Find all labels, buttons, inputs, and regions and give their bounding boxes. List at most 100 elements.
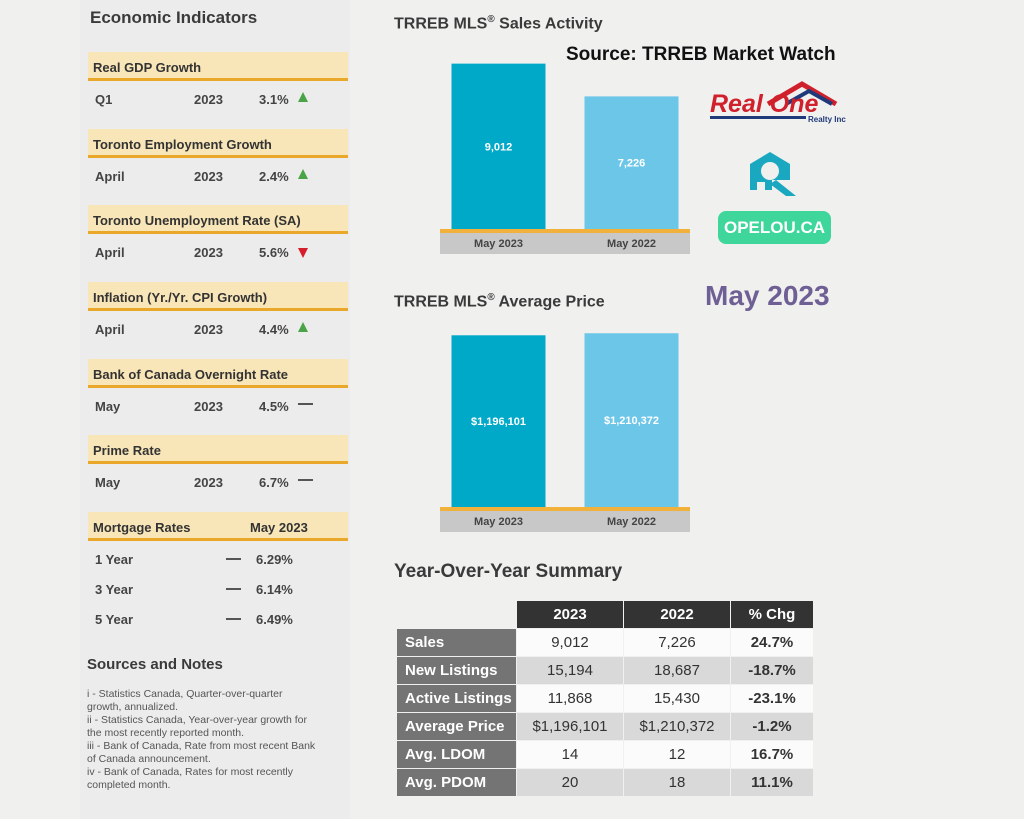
mortgage-row-1-year: 1 Year 6.29% [88, 546, 348, 572]
cell-chg: -1.2% [730, 712, 814, 741]
bar-may-2022 [584, 333, 679, 507]
realone-realty-logo: Real One Realty Inc [710, 81, 846, 124]
table-row: Average Price $1,196,101 $1,210,372 -1.2… [396, 712, 814, 741]
indicator-header-gdp: Real GDP Growth [88, 52, 348, 81]
indicator-header-prime-rate: Prime Rate [88, 435, 348, 464]
trend-down-icon [298, 246, 308, 261]
indicator-row-prime-rate: May 2023 6.7% [88, 469, 348, 495]
mortgage-rate: 6.14% [256, 582, 293, 597]
yoy-summary-title: Year-Over-Year Summary [394, 561, 623, 582]
month-label: May 2023 [705, 280, 830, 311]
logo-underline [710, 116, 806, 119]
table-header-row: 2023 2022 % Chg [397, 600, 814, 629]
cell-chg: 16.7% [730, 740, 814, 769]
indicator-header-overnight-rate: Bank of Canada Overnight Rate [88, 359, 348, 388]
trend-flat-icon [298, 469, 313, 484]
cell-2022: $1,210,372 [623, 712, 731, 741]
category-tick-label: May 2022 [607, 516, 656, 528]
q-logo-icon [750, 152, 796, 196]
indicator-value: 5.6% [259, 245, 289, 260]
indicator-year: 2023 [194, 169, 223, 184]
indicator-year: 2023 [194, 475, 223, 490]
source-text: Source: TRREB Market Watch [566, 44, 836, 65]
q-tail [770, 180, 796, 196]
sales-activity-chart: 9,012 May 2023 7,226 May 2022 [440, 63, 690, 254]
cell-2023: $1,196,101 [516, 712, 624, 741]
cell-2023: 11,868 [516, 684, 624, 713]
indicator-header-employment: Toronto Employment Growth [88, 129, 348, 158]
bar-may-2023 [451, 335, 546, 507]
cell-2023: 14 [516, 740, 624, 769]
opelou-badge: OPELOU.CA [718, 211, 831, 244]
row-label: Average Price [396, 712, 517, 741]
category-tick-label: May 2022 [607, 238, 656, 250]
cell-2022: 12 [623, 740, 731, 769]
table-row: Avg. PDOM 20 18 11.1% [396, 768, 814, 797]
bar-value-label: $1,196,101 [471, 416, 526, 428]
cell-chg: 24.7% [730, 628, 814, 657]
indicator-row-unemployment: April 2023 5.6% [88, 239, 348, 265]
mortgage-row-5-year: 5 Year 6.49% [88, 606, 348, 632]
cell-2022: 7,226 [623, 628, 731, 657]
window-icon [757, 182, 765, 190]
baseline [440, 507, 690, 511]
indicator-year: 2023 [194, 399, 223, 414]
bar-value-label: $1,210,372 [604, 415, 659, 427]
indicator-period: April [95, 169, 125, 184]
price-chart-title: TRREB MLS® Average Price [394, 292, 605, 311]
realone-logo-text: Real One [710, 90, 818, 118]
indicator-value: 6.7% [259, 475, 289, 490]
row-label: Avg. LDOM [396, 740, 517, 769]
trend-flat-icon [226, 558, 241, 560]
category-tick-label: May 2023 [474, 238, 523, 250]
cell-2023: 9,012 [516, 628, 624, 657]
cell-chg: 11.1% [730, 768, 814, 797]
indicator-period: April [95, 245, 125, 260]
trend-up-icon [298, 90, 308, 105]
trend-up-icon [298, 167, 308, 182]
trend-flat-icon [298, 393, 313, 408]
indicator-value: 3.1% [259, 92, 289, 107]
cell-chg: -18.7% [730, 656, 814, 685]
indicator-period: May [95, 399, 121, 414]
mortgage-term: 3 Year [95, 582, 134, 597]
table-row: New Listings 15,194 18,687 -18.7% [396, 656, 814, 685]
cell-2023: 15,194 [516, 656, 624, 685]
q-hole [761, 162, 779, 180]
realone-logo-subtext: Realty Inc [808, 115, 846, 124]
cell-2022: 18 [623, 768, 731, 797]
yoy-summary-table: 2023 2022 % Chg Sales 9,012 7,226 24.7% … [396, 600, 814, 797]
note-item: ii - Statistics Canada, Year-over-year g… [87, 714, 308, 739]
indicator-value: 2.4% [259, 169, 289, 184]
indicator-row-overnight-rate: May 2023 4.5% [88, 393, 348, 419]
axis-band [440, 510, 690, 532]
indicator-year: 2023 [194, 322, 223, 337]
mortgage-rates-header: Mortgage Rates May 2023 [88, 512, 348, 541]
table-row: Sales 9,012 7,226 24.7% [396, 628, 814, 657]
cell-2022: 15,430 [623, 684, 731, 713]
indicator-year: 2023 [194, 92, 223, 107]
indicator-value: 4.4% [259, 322, 289, 337]
trend-flat-icon [226, 588, 241, 590]
table-header-chg: % Chg [730, 600, 814, 629]
mortgage-rate: 6.49% [256, 612, 293, 627]
indicator-period: April [95, 322, 125, 337]
bar-may-2023 [451, 63, 546, 229]
cell-2022: 18,687 [623, 656, 731, 685]
mortgage-rate: 6.29% [256, 552, 293, 567]
indicator-header-unemployment: Toronto Unemployment Rate (SA) [88, 205, 348, 234]
note-item: iii - Bank of Canada, Rate from most rec… [87, 740, 316, 765]
note-item: i - Statistics Canada, Quarter-over-quar… [87, 688, 283, 713]
indicator-header-inflation: Inflation (Yr./Yr. CPI Growth) [88, 282, 348, 311]
note-item: iv - Bank of Canada, Rates for most rece… [87, 766, 294, 791]
trend-up-icon [298, 320, 308, 335]
table-row: Active Listings 11,868 15,430 -23.1% [396, 684, 814, 713]
indicator-year: 2023 [194, 245, 223, 260]
mortgage-term: 1 Year [95, 552, 134, 567]
row-label: New Listings [396, 656, 517, 685]
sources-notes-title: Sources and Notes [87, 656, 223, 673]
bar-value-label: 7,226 [618, 158, 646, 170]
indicator-row-gdp: Q1 2023 3.1% [88, 86, 348, 112]
table-row: Avg. LDOM 14 12 16.7% [396, 740, 814, 769]
indicator-value: 4.5% [259, 399, 289, 414]
